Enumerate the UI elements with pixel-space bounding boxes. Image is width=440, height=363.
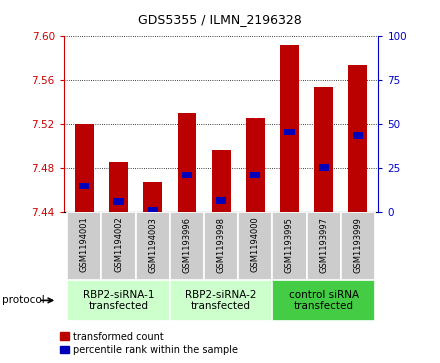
Bar <box>212 150 231 212</box>
Bar <box>319 164 329 171</box>
Text: GSM1193999: GSM1193999 <box>353 217 363 273</box>
Text: protocol: protocol <box>2 295 45 305</box>
Bar <box>307 212 341 280</box>
Text: control siRNA
transfected: control siRNA transfected <box>289 290 359 311</box>
Bar <box>79 183 89 189</box>
Bar <box>280 45 299 212</box>
Bar <box>109 162 128 212</box>
Bar <box>314 87 333 212</box>
Bar <box>101 212 136 280</box>
Text: RBP2-siRNA-2
transfected: RBP2-siRNA-2 transfected <box>185 290 257 311</box>
Bar <box>143 182 162 212</box>
Text: GSM1193997: GSM1193997 <box>319 217 328 273</box>
Legend: transformed count, percentile rank within the sample: transformed count, percentile rank withi… <box>60 331 238 355</box>
Bar <box>216 197 226 204</box>
Bar <box>182 172 192 178</box>
Bar <box>284 129 295 135</box>
Bar <box>341 212 375 280</box>
Bar <box>353 132 363 139</box>
Bar <box>67 212 101 280</box>
Bar <box>204 212 238 280</box>
Bar <box>250 172 260 178</box>
Text: GSM1194001: GSM1194001 <box>80 217 89 273</box>
Bar <box>170 212 204 280</box>
Bar <box>348 65 367 212</box>
Text: GSM1194003: GSM1194003 <box>148 217 157 273</box>
Text: GSM1194000: GSM1194000 <box>251 217 260 273</box>
Bar <box>147 207 158 213</box>
Text: GSM1193998: GSM1193998 <box>216 217 226 273</box>
Bar <box>67 280 170 321</box>
Bar <box>272 280 375 321</box>
Bar <box>177 113 196 212</box>
Text: RBP2-siRNA-1
transfected: RBP2-siRNA-1 transfected <box>83 290 154 311</box>
Bar <box>136 212 170 280</box>
Bar <box>272 212 307 280</box>
Bar <box>246 118 265 212</box>
Text: GSM1193996: GSM1193996 <box>183 217 191 273</box>
Text: GSM1193995: GSM1193995 <box>285 217 294 273</box>
Bar <box>170 280 272 321</box>
Bar <box>238 212 272 280</box>
Bar <box>75 125 94 212</box>
Text: GDS5355 / ILMN_2196328: GDS5355 / ILMN_2196328 <box>138 13 302 26</box>
Bar <box>114 198 124 205</box>
Text: GSM1194002: GSM1194002 <box>114 217 123 273</box>
